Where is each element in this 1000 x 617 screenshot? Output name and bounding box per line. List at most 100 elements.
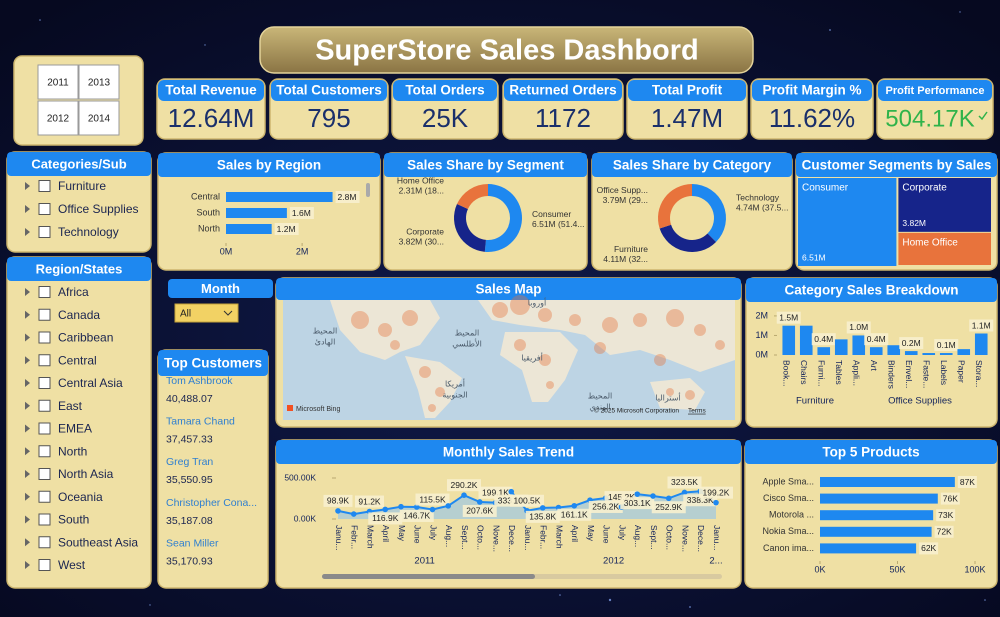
x-tick-label: March xyxy=(365,525,375,549)
x-tick-label: Aug... xyxy=(633,525,643,547)
kpi-header xyxy=(393,80,497,101)
kpi-value: 1172 xyxy=(535,103,591,133)
x-tick-label: Chairs xyxy=(799,360,809,385)
expand-arrow[interactable] xyxy=(25,401,30,410)
map-label: أفريقيا xyxy=(521,353,543,363)
bar xyxy=(922,353,936,355)
panel-title: Sales Share by Category xyxy=(613,158,772,173)
x-tick-label: June xyxy=(413,525,423,544)
checkbox[interactable] xyxy=(38,536,51,549)
filter-item: Canada xyxy=(58,308,100,322)
checkbox[interactable] xyxy=(38,422,51,435)
checkbox[interactable] xyxy=(38,308,51,321)
checkbox[interactable] xyxy=(38,354,51,367)
expand-arrow[interactable] xyxy=(25,288,30,296)
checkbox[interactable] xyxy=(38,180,51,192)
trend-point xyxy=(382,506,389,513)
checkbox[interactable] xyxy=(38,490,51,503)
value-label-bg xyxy=(415,493,450,506)
value-label: 116.9K xyxy=(372,513,399,523)
checkbox[interactable] xyxy=(38,226,51,238)
x-tick-label: Octo... xyxy=(665,525,675,550)
year-button[interactable] xyxy=(37,100,79,136)
map-terms[interactable]: Terms xyxy=(688,408,706,415)
expand-arrow[interactable] xyxy=(25,228,30,236)
panel-header xyxy=(276,278,741,300)
trend-point xyxy=(681,489,688,496)
checkbox[interactable] xyxy=(38,559,51,571)
bar xyxy=(820,543,917,554)
filter-item: EMEA xyxy=(58,422,92,436)
y-category-label: South xyxy=(196,207,220,217)
value-label-bg xyxy=(667,476,702,489)
trend-point xyxy=(429,506,436,513)
x-group-label: 2011 xyxy=(414,556,434,567)
panel-header xyxy=(168,279,273,298)
expand-arrow[interactable] xyxy=(25,492,30,501)
checkbox[interactable] xyxy=(38,331,51,344)
expand-arrow[interactable] xyxy=(25,356,30,365)
expand-arrow[interactable] xyxy=(25,424,30,433)
expand-arrow[interactable] xyxy=(25,447,30,456)
value-label-bg xyxy=(919,542,939,555)
expand-arrow[interactable] xyxy=(25,379,30,387)
checkbox[interactable] xyxy=(38,286,51,298)
year-button[interactable] xyxy=(78,100,120,136)
y-category-label: Motorola ... xyxy=(769,510,814,520)
value-label-bg xyxy=(934,525,954,538)
value-label: 98.9K xyxy=(327,496,350,506)
y-category-label: Canon ima... xyxy=(763,543,814,553)
value-label: 135.8K xyxy=(529,512,556,522)
map-land xyxy=(330,300,735,418)
x-tick-label: Tables xyxy=(834,360,844,385)
x-tick-label: Stora... xyxy=(974,360,984,387)
kpi-label: Returned Orders xyxy=(509,83,616,98)
kpi-value: 11.62% xyxy=(769,103,855,133)
value-label: 1.1M xyxy=(972,320,991,330)
checkbox[interactable] xyxy=(38,468,51,480)
customer-name: Greg Tran xyxy=(166,456,213,468)
x-tick-label: 50K xyxy=(889,564,905,574)
expand-arrow[interactable] xyxy=(25,205,30,213)
scrollbar[interactable] xyxy=(322,574,535,579)
checkbox[interactable] xyxy=(38,377,51,389)
expand-arrow[interactable] xyxy=(25,182,30,190)
filter-item: Central xyxy=(58,353,97,367)
x-tick-label: Furni... xyxy=(817,360,827,386)
trend-point xyxy=(461,492,467,499)
year-button[interactable] xyxy=(78,64,120,100)
expand-arrow[interactable] xyxy=(25,515,30,524)
value-label-bg xyxy=(368,512,403,525)
scrollbar[interactable] xyxy=(366,183,370,197)
kpi-value: 1.47M xyxy=(651,103,723,133)
value-label: 338.3K xyxy=(687,495,714,505)
expand-arrow[interactable] xyxy=(25,333,30,342)
month-dropdown[interactable] xyxy=(174,303,239,323)
panel-header xyxy=(158,350,268,376)
value-label: 1.5M xyxy=(779,312,798,322)
expand-arrow[interactable] xyxy=(25,538,30,547)
panel-title: Sales by Region xyxy=(217,158,321,173)
slice-name: Consumer xyxy=(532,209,571,219)
x-tick-label: April xyxy=(381,525,391,542)
checkbox[interactable] xyxy=(38,203,51,215)
checkbox[interactable] xyxy=(38,399,51,412)
expand-arrow[interactable] xyxy=(25,470,30,478)
checkbox[interactable] xyxy=(38,513,51,526)
bar xyxy=(820,510,934,521)
x-tick-label: March xyxy=(554,525,564,549)
value-label: 73K xyxy=(938,510,953,520)
expand-arrow[interactable] xyxy=(25,310,30,319)
checkbox[interactable] xyxy=(38,445,51,458)
slice-name: Furniture xyxy=(614,244,648,254)
x-tick-label: Febr... xyxy=(350,525,360,549)
year-label: 2012 xyxy=(47,114,70,125)
value-label-bg xyxy=(651,501,686,514)
slice-value: 6.51M (51.4... xyxy=(532,219,584,229)
value-label: 199.1K xyxy=(482,487,509,497)
x-tick-label: May xyxy=(586,525,596,542)
panel-header xyxy=(796,153,997,177)
year-button[interactable] xyxy=(37,64,79,100)
treemap-tile xyxy=(898,232,991,265)
expand-arrow[interactable] xyxy=(25,561,30,569)
